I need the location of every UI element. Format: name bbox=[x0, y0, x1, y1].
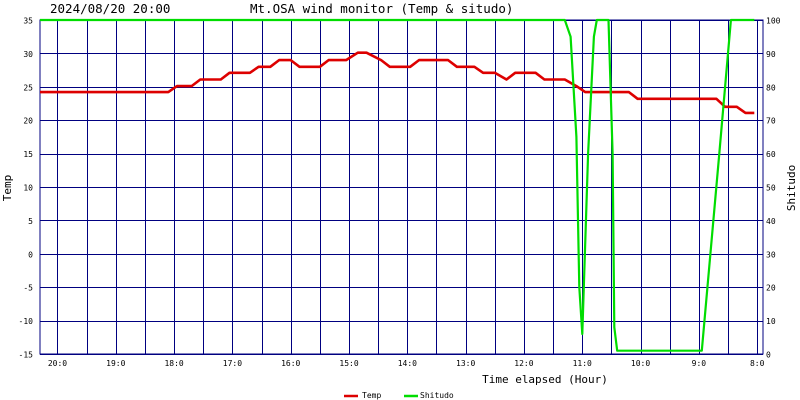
y-tick-label-right: 80 bbox=[766, 83, 776, 92]
y-axis-left-label: Temp bbox=[1, 175, 14, 202]
y-tick-label-left: 15 bbox=[23, 150, 33, 159]
x-tick-label: 20:0 bbox=[48, 359, 67, 368]
y-tick-label-left: -5 bbox=[23, 284, 33, 293]
y-tick-label-right: 30 bbox=[766, 250, 776, 259]
y-tick-label-right: 40 bbox=[766, 217, 776, 226]
y-tick-label-right: 90 bbox=[766, 50, 776, 59]
x-tick-label: 18:0 bbox=[164, 359, 183, 368]
x-tick-label: 14:0 bbox=[398, 359, 417, 368]
x-tick-label: 10:0 bbox=[631, 359, 650, 368]
y-tick-label-left: 35 bbox=[23, 17, 33, 26]
y-tick-label-right: 70 bbox=[766, 117, 776, 126]
x-tick-label: 16:0 bbox=[281, 359, 300, 368]
y-tick-label-right: 0 bbox=[766, 351, 771, 360]
legend-label-temp: Temp bbox=[362, 391, 381, 400]
y-tick-label-left: 20 bbox=[23, 117, 33, 126]
y-axis-right-label: Shitudo bbox=[785, 165, 798, 211]
x-tick-label: 8:0 bbox=[750, 359, 765, 368]
y-tick-label-right: 50 bbox=[766, 184, 776, 193]
plot-area: -15 -10 -5 0 5 10 15 20 25 30 35 0 10 20 30 40 50 60 70 80 9… bbox=[19, 17, 781, 369]
series-line-temp bbox=[40, 51, 755, 115]
x-axis-label: Time elapsed (Hour) bbox=[482, 373, 608, 386]
x-tick-label: 9:0 bbox=[692, 359, 707, 368]
x-tick-label: 11:0 bbox=[573, 359, 592, 368]
y-tick-label-left: -15 bbox=[19, 351, 34, 360]
y-tick-label-left: 30 bbox=[23, 50, 33, 59]
x-tick-label: 17:0 bbox=[223, 359, 242, 368]
y-tick-label-left: 25 bbox=[23, 83, 33, 92]
y-tick-label-left: -10 bbox=[19, 317, 34, 326]
x-tick-label: 19:0 bbox=[106, 359, 125, 368]
y-tick-label-right: 100 bbox=[766, 17, 781, 26]
chart-title: Mt.OSA wind monitor (Temp & situdo) bbox=[250, 1, 513, 16]
chart-datetime: 2024/08/20 20:00 bbox=[50, 1, 170, 16]
x-tick-label: 13:0 bbox=[456, 359, 475, 368]
y-tick-label-right: 10 bbox=[766, 317, 776, 326]
series-line-shitudo bbox=[40, 18, 755, 352]
x-tick-label: 12:0 bbox=[514, 359, 533, 368]
y-tick-label-left: 10 bbox=[23, 184, 33, 193]
y-tick-label-right: 60 bbox=[766, 150, 776, 159]
x-tick-label: 15:0 bbox=[339, 359, 358, 368]
y-tick-label-left: 5 bbox=[28, 217, 33, 226]
y-tick-label-right: 20 bbox=[766, 284, 776, 293]
legend: Temp Shitudo bbox=[344, 391, 454, 400]
y-tick-label-left: 0 bbox=[28, 250, 33, 259]
legend-label-shitudo: Shitudo bbox=[420, 391, 454, 400]
